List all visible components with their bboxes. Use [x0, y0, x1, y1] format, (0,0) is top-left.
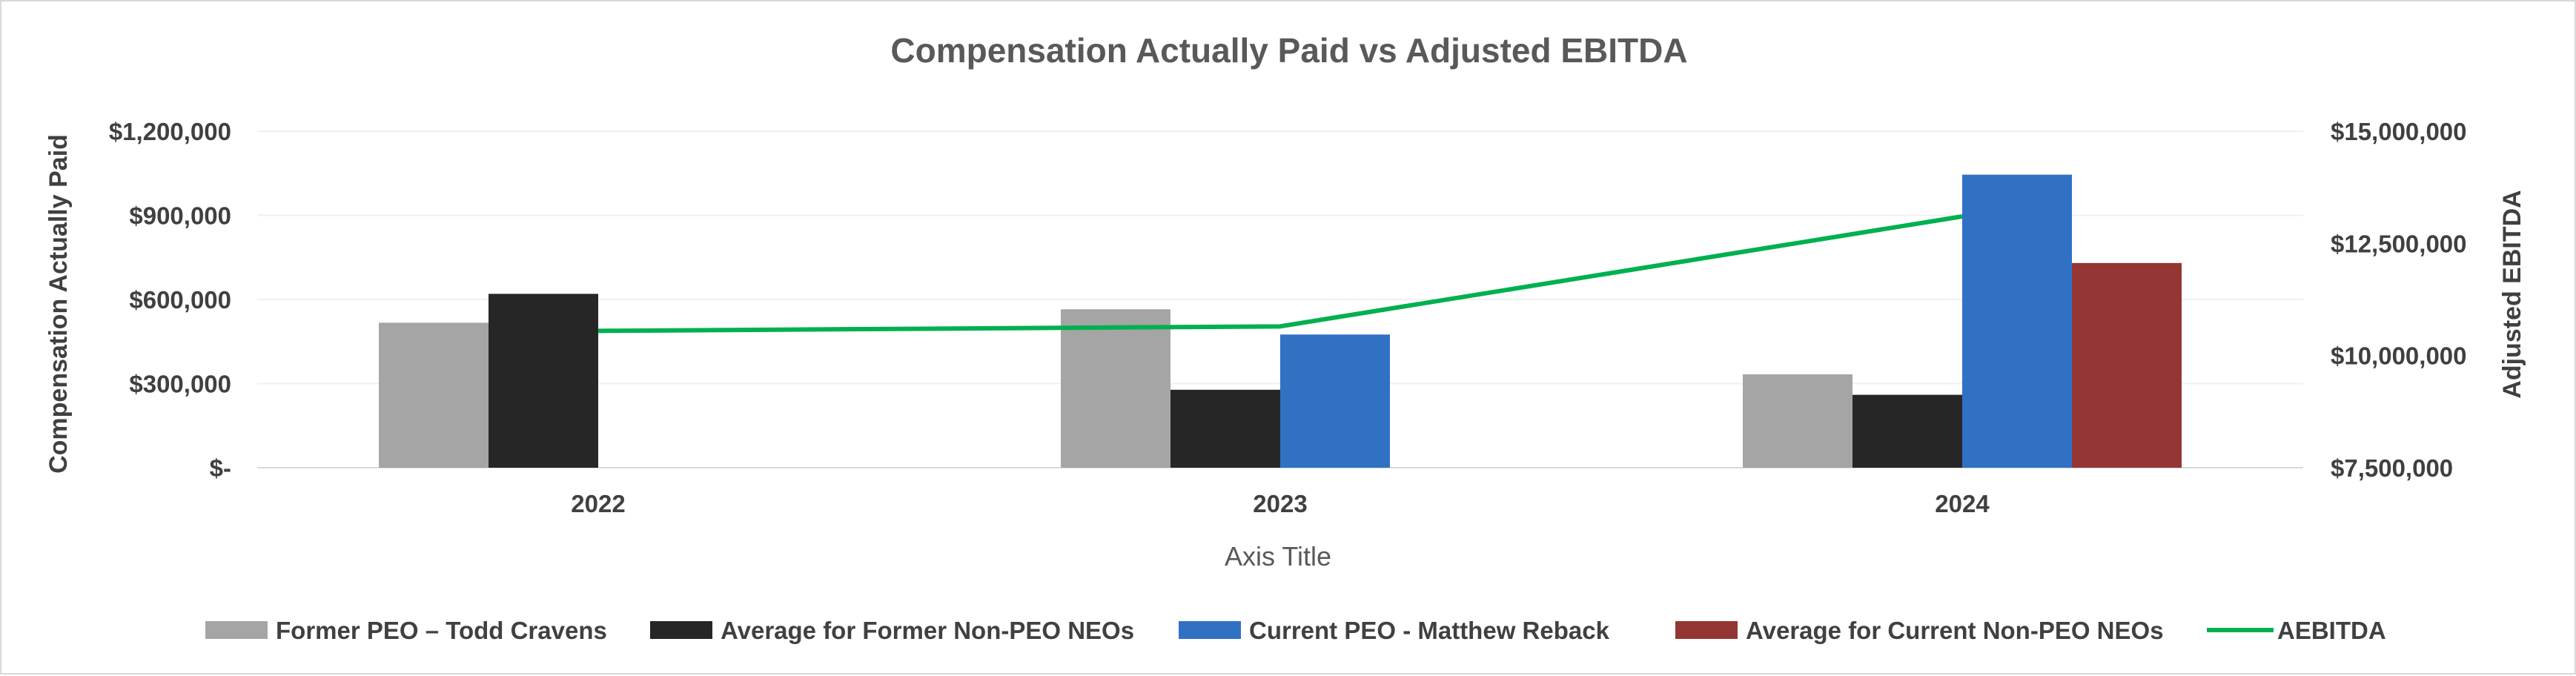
bar: [2072, 262, 2182, 468]
legend-swatch: [205, 621, 268, 639]
legend: Former PEO – Todd Cravens Average for For…: [205, 617, 2386, 644]
y-right-tick-label: $7,500,000: [2331, 454, 2453, 482]
bar: [1061, 309, 1171, 468]
y-left-tick-label: $900,000: [129, 202, 231, 230]
chart-title: Compensation Actually Paid vs Adjusted E…: [890, 31, 1687, 70]
legend-label: AEBITDA: [2277, 617, 2386, 644]
bar: [489, 294, 598, 468]
y-left-tick-label: $300,000: [129, 371, 231, 398]
bar: [1280, 334, 1390, 468]
y-right-tick-label: $15,000,000: [2331, 118, 2467, 145]
bar: [1962, 174, 2072, 468]
x-tick-labels: 2022 2023 2024: [571, 490, 1990, 517]
y-left-tick-label: $-: [210, 454, 231, 482]
y-axis-left-label: Compensation Actually Paid: [44, 134, 73, 474]
legend-swatch: [650, 621, 712, 639]
y-right-tick-label: $12,500,000: [2331, 230, 2467, 257]
legend-label: Former PEO – Todd Cravens: [276, 617, 607, 644]
y-left-tick-labels: $- $300,000 $600,000 $900,000 $1,200,000: [109, 118, 231, 482]
bar: [1852, 394, 1962, 468]
line-series-group: [597, 214, 1963, 334]
bar: [1743, 374, 1852, 468]
legend-swatch: [1675, 621, 1738, 639]
legend-swatch: [1179, 621, 1241, 639]
bar: [379, 322, 489, 468]
legend-label: Average for Current Non-PEO NEOs: [1746, 617, 2164, 644]
bar: [1171, 389, 1280, 468]
legend-label: Average for Former Non-PEO NEOs: [721, 617, 1134, 644]
y-right-tick-labels: $7,500,000 $10,000,000 $12,500,000 $15,000,…: [2331, 118, 2467, 482]
x-tick-label: 2023: [1253, 490, 1307, 517]
y-right-tick-label: $10,000,000: [2331, 342, 2467, 370]
x-tick-label: 2024: [1935, 490, 1990, 517]
x-axis-title: Axis Title: [1225, 541, 1331, 571]
series-line: [597, 214, 1963, 334]
legend-label: Current PEO - Matthew Reback: [1249, 617, 1610, 644]
x-tick-label: 2022: [571, 490, 625, 517]
y-left-tick-label: $1,200,000: [109, 118, 231, 145]
y-left-tick-label: $600,000: [129, 286, 231, 314]
y-axis-right-label: Adjusted EBITDA: [2498, 190, 2526, 398]
bars-group: [379, 174, 2182, 468]
